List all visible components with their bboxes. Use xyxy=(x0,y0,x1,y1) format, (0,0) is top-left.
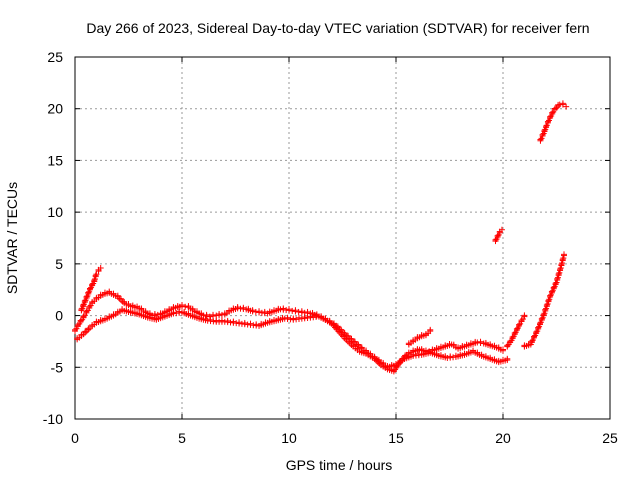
y-tick-label: 20 xyxy=(47,101,63,117)
grid-layer xyxy=(75,57,610,419)
series-evening-rise-right xyxy=(521,251,567,350)
y-tick-label: -10 xyxy=(43,411,63,427)
ticks-layer: 0 5 10 15 20 25 -10 -5 0 5 10 15 20 25 xyxy=(43,49,618,446)
y-tick-label: 10 xyxy=(47,204,63,220)
series-evening-rise-left xyxy=(504,312,528,350)
x-tick-label: 10 xyxy=(281,430,297,446)
y-tick-label: 25 xyxy=(47,49,63,65)
x-tick-label: 5 xyxy=(178,430,186,446)
series-main-track-lower xyxy=(74,306,511,371)
data-layer xyxy=(72,100,570,375)
x-tick-label: 15 xyxy=(388,430,404,446)
series-late-high-track xyxy=(537,100,570,144)
x-tick-label: 0 xyxy=(71,430,79,446)
series-midday-fragment xyxy=(405,326,434,348)
x-tick-label: 25 xyxy=(602,430,618,446)
y-tick-label: -5 xyxy=(51,359,64,375)
y-axis-label: SDTVAR / TECUs xyxy=(4,182,20,294)
axes-layer xyxy=(74,56,611,420)
x-tick-label: 20 xyxy=(495,430,511,446)
y-tick-label: 5 xyxy=(55,256,63,272)
x-axis-label: GPS time / hours xyxy=(286,457,393,473)
plot-frame xyxy=(74,56,611,420)
chart-title: Day 266 of 2023, Sidereal Day-to-day VTE… xyxy=(86,20,589,36)
series-early-arc xyxy=(78,264,104,314)
y-tick-label: 15 xyxy=(47,152,63,168)
y-tick-label: 0 xyxy=(55,308,63,324)
series-isolated-fragment xyxy=(492,226,505,245)
